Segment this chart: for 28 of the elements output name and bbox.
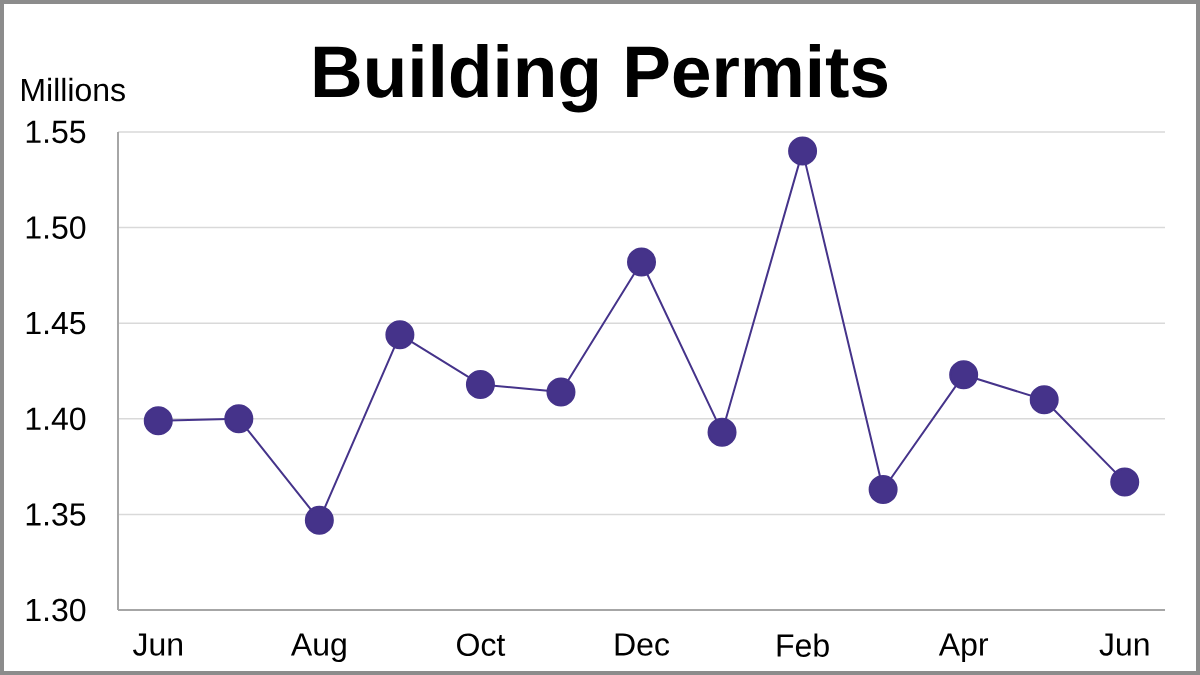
- point: [868, 475, 898, 505]
- x-tick-label: Jun: [132, 633, 182, 656]
- x-tick-label: Apr: [938, 633, 989, 663]
- point: [465, 369, 495, 399]
- point: [143, 406, 173, 436]
- y-axis-title: Millions: [22, 77, 125, 102]
- y-tick-label: 1.45: [26, 312, 86, 335]
- x-tick-label: Jun: [1099, 633, 1149, 656]
- y-tick-label: 1.40: [26, 407, 86, 431]
- y-tick-label: 1.55: [26, 120, 86, 144]
- point: [385, 320, 415, 350]
- y-tick-label: 1.30: [26, 598, 86, 622]
- y-tick-label: 1.35: [26, 503, 86, 526]
- point: [949, 360, 979, 390]
- point: [546, 377, 576, 407]
- chart-title: Building Permits: [314, 44, 887, 113]
- point: [224, 404, 254, 434]
- x-tick-label: Feb: [777, 633, 829, 657]
- point: [304, 505, 334, 535]
- x-tick-label: Oct: [457, 633, 506, 657]
- y-tick-label: 1.50: [26, 216, 86, 239]
- point: [707, 417, 737, 447]
- point: [788, 136, 818, 166]
- point: [1110, 467, 1140, 497]
- x-tick-label: Aug: [290, 633, 346, 663]
- point: [627, 247, 657, 277]
- x-tick-label: Dec: [615, 633, 670, 656]
- point: [1029, 385, 1059, 415]
